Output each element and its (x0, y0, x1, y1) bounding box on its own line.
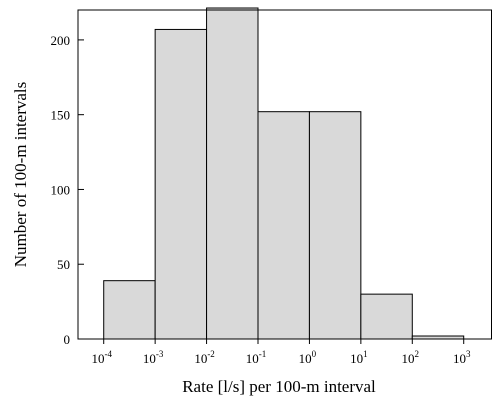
y-tick-label: 50 (57, 257, 70, 272)
y-tick-label: 200 (51, 33, 71, 48)
x-tick-label: 10-1 (246, 349, 267, 366)
y-tick-label: 150 (51, 108, 71, 123)
x-tick-label: 103 (453, 349, 471, 366)
x-tick-label: 102 (402, 349, 420, 366)
histogram-bar (308, 111, 362, 340)
histogram-bar (103, 280, 156, 340)
x-tick-label: 10-4 (91, 349, 112, 366)
bars-group (103, 7, 465, 340)
x-tick-label: 10-2 (194, 349, 215, 366)
y-tick-label: 100 (51, 182, 71, 197)
x-tick-label: 101 (350, 349, 368, 366)
x-axis-ticks: 10-4 10-3 10-2 10-1 100 101 102 103 (91, 339, 471, 366)
x-tick-label: 100 (299, 349, 317, 366)
histogram-bar (154, 28, 208, 340)
x-tick-label: 10-3 (143, 349, 164, 366)
x-axis-label: Rate [l/s] per 100-m interval (182, 377, 376, 396)
y-tick-label: 0 (64, 332, 71, 347)
y-axis-ticks: 0 50 100 150 200 (51, 33, 84, 347)
y-axis-label: Number of 100-m intervals (11, 82, 30, 268)
histogram-bar (257, 111, 310, 340)
histogram-bar (360, 293, 413, 340)
histogram-bar (206, 7, 259, 340)
